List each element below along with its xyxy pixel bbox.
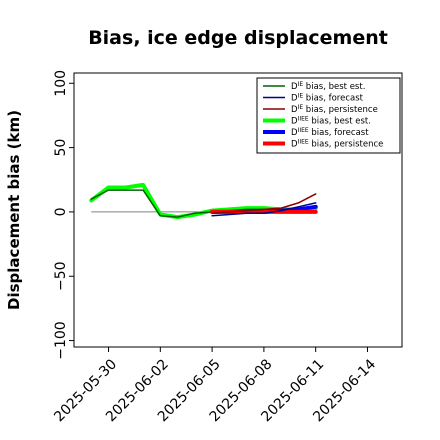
y-tick-label: 100 bbox=[53, 70, 69, 97]
plot-frame bbox=[73, 72, 403, 348]
y-tick-label: −50 bbox=[53, 261, 69, 291]
legend: DIE bias, best est.DIE bias, forecastDIE… bbox=[256, 77, 401, 154]
legend-box bbox=[256, 77, 401, 154]
chart-title: Bias, ice edge displacement bbox=[88, 27, 388, 49]
y-tick-label: 0 bbox=[53, 207, 69, 216]
y-axis-label: Displacement bias (km) bbox=[5, 110, 23, 310]
legend-label: DIE bias, best est. bbox=[291, 81, 365, 92]
legend-label: DIIEE bias, persistence bbox=[291, 139, 383, 150]
y-tick-label: 50 bbox=[53, 139, 69, 157]
legend-label: DIE bias, persistence bbox=[291, 104, 378, 115]
legend-label: DIIEE bias, best est. bbox=[291, 116, 371, 127]
series-line bbox=[211, 193, 317, 214]
y-tick-label: −100 bbox=[53, 321, 69, 359]
legend-label: DIIEE bias, forecast bbox=[291, 127, 369, 138]
legend-label: DIE bias, forecast bbox=[291, 93, 364, 104]
series-line bbox=[211, 202, 317, 217]
